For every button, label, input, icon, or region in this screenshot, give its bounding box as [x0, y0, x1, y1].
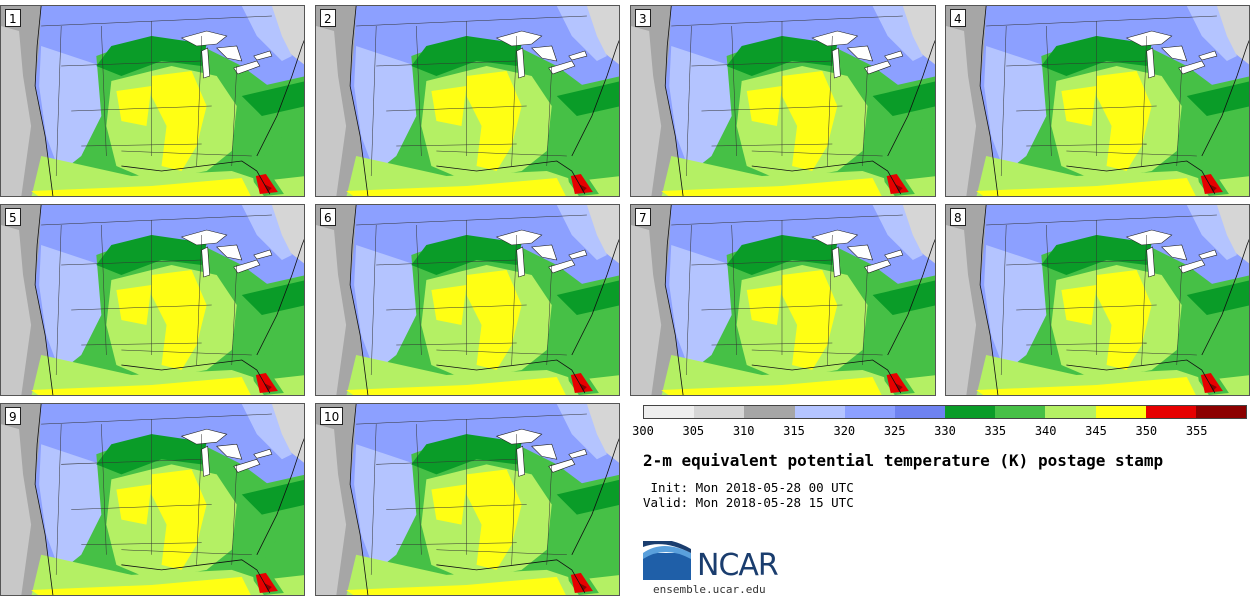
colorbar-segment — [995, 406, 1046, 418]
member-panel-3[interactable]: 3 — [630, 5, 936, 197]
member-panel-1[interactable]: 1 — [0, 5, 305, 197]
colorbar-tick: 350 — [1135, 424, 1158, 438]
colorbar-segment — [1195, 406, 1247, 418]
colorbar-segment — [694, 406, 745, 418]
member-panel-7[interactable]: 7 — [630, 204, 936, 396]
init-time: Init: Mon 2018-05-28 00 UTC — [643, 480, 854, 495]
member-label: 7 — [635, 208, 651, 226]
map-image — [631, 205, 935, 395]
map-image — [316, 6, 619, 196]
colorbar-segment — [844, 406, 895, 418]
colorbar-tick: 305 — [682, 424, 705, 438]
colorbar-segment — [894, 406, 946, 418]
colorbar-tick: 310 — [732, 424, 755, 438]
colorbar-segment — [794, 406, 845, 418]
colorbar-tick: 315 — [783, 424, 805, 438]
member-panel-8[interactable]: 8 — [945, 204, 1250, 396]
colorbar — [643, 405, 1247, 419]
member-label: 8 — [950, 208, 966, 226]
colorbar-segment — [744, 406, 795, 418]
colorbar-tick: 340 — [1034, 424, 1057, 438]
valid-time: Valid: Mon 2018-05-28 15 UTC — [643, 495, 854, 510]
colorbar-tick: 355 — [1185, 424, 1208, 438]
member-label: 5 — [5, 208, 21, 226]
plot-title: 2-m equivalent potential temperature (K)… — [643, 451, 1164, 470]
site-url[interactable]: ensemble.ucar.edu — [653, 583, 766, 596]
logo-text: NCAR — [697, 548, 779, 583]
member-label: 6 — [320, 208, 336, 226]
colorbar-segment — [1095, 406, 1146, 418]
member-panel-4[interactable]: 4 — [945, 5, 1250, 197]
map-image — [946, 6, 1249, 196]
colorbar-segment — [644, 406, 695, 418]
member-label: 9 — [5, 407, 21, 425]
map-image — [631, 6, 935, 196]
colorbar-tick: 335 — [984, 424, 1007, 438]
member-label: 4 — [950, 9, 966, 27]
colorbar-tick: 330 — [934, 424, 956, 438]
member-panel-5[interactable]: 5 — [0, 204, 305, 396]
map-image — [1, 404, 304, 595]
colorbar-segment — [1045, 406, 1096, 418]
colorbar-tick: 345 — [1085, 424, 1107, 438]
map-image — [316, 404, 619, 595]
map-image — [1, 205, 304, 395]
colorbar-segment — [945, 406, 996, 418]
colorbar-segment — [1145, 406, 1196, 418]
member-panel-2[interactable]: 2 — [315, 5, 620, 197]
colorbar-tick: 320 — [833, 424, 856, 438]
member-panel-9[interactable]: 9 — [0, 403, 305, 596]
colorbar-tick: 325 — [883, 424, 906, 438]
member-label: 10 — [320, 407, 344, 425]
map-image — [946, 205, 1249, 395]
colorbar-tick: 300 — [632, 424, 654, 438]
member-panel-10[interactable]: 10 — [315, 403, 620, 596]
ncar-logo-icon — [643, 541, 691, 580]
map-image — [316, 205, 619, 395]
member-label: 2 — [320, 9, 336, 27]
member-panel-6[interactable]: 6 — [315, 204, 620, 396]
member-label: 1 — [5, 9, 21, 27]
member-label: 3 — [635, 9, 651, 27]
map-image — [1, 6, 304, 196]
